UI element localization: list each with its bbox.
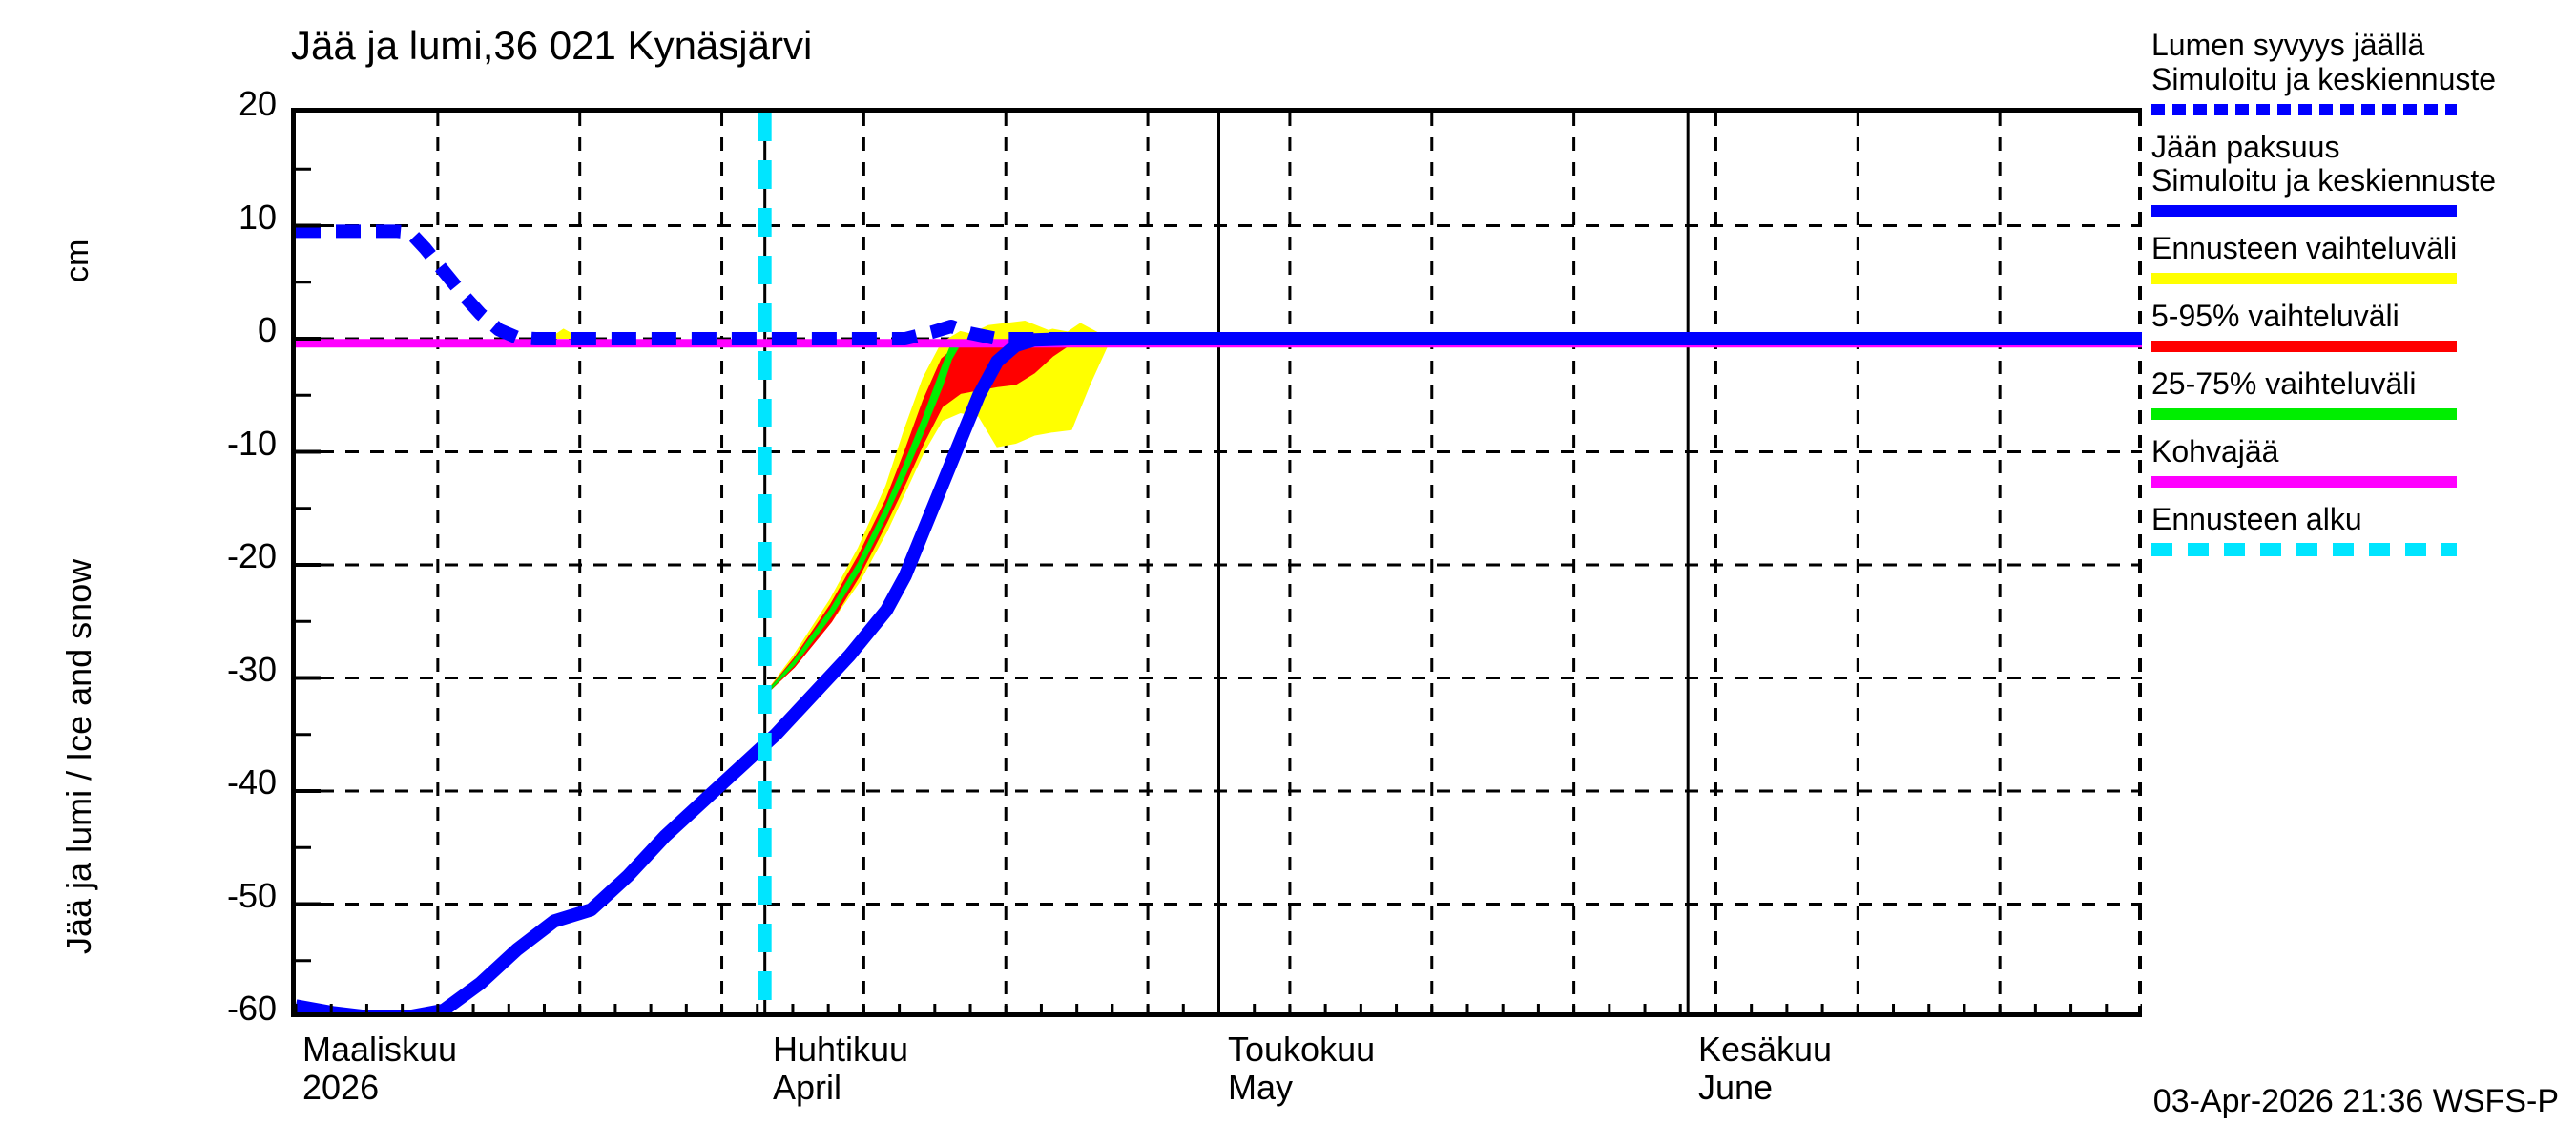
legend-item-swatch (2151, 273, 2457, 285)
legend: Lumen syvyys jäällä Simuloitu ja keskienn… (2151, 28, 2562, 572)
legend-item-title: 25-75% vaihteluväli (2151, 365, 2417, 401)
legend-item-title: Lumen syvyys jäällä (2151, 28, 2425, 62)
x-axis-tick-label-fi: Maaliskuu (302, 1030, 458, 1069)
y-axis-tick: -20 (226, 536, 277, 575)
y-axis-tick: -60 (226, 989, 277, 1028)
y-axis-tick: -30 (226, 649, 277, 689)
footer-timestamp: 03-Apr-2026 21:36 WSFS-P (2152, 1083, 2559, 1119)
x-axis-tick-label-en: April (772, 1068, 841, 1108)
x-axis-tick-label-fi: Kesäkuu (1697, 1030, 1833, 1069)
legend-item-subtitle: Simuloitu ja keskiennuste (2151, 61, 2497, 96)
x-axis-tick: Huhtikuu April (773, 1030, 908, 1108)
legend-item: Ennusteen alku (2151, 501, 2562, 557)
legend-item-swatch (2151, 103, 2457, 115)
legend-item-swatch (2151, 340, 2457, 352)
x-axis-tick-label-fi: Huhtikuu (772, 1030, 909, 1069)
x-axis-tick-label-en: May (1228, 1068, 1294, 1108)
plot-area (291, 108, 2142, 1017)
plot-inner (296, 113, 2142, 1012)
chart-svg (296, 113, 2142, 1012)
y-axis-tick: -40 (226, 762, 277, 802)
y-axis-tick: 20 (238, 84, 277, 123)
legend-item: Kohvajää (2151, 433, 2562, 488)
y-axis-tick: -50 (226, 875, 277, 915)
y-axis-tick: -10 (226, 423, 277, 463)
legend-item-title: Kohvajää (2151, 433, 2279, 468)
legend-item-title: 5-95% vaihteluväli (2151, 299, 2399, 334)
legend-item: 25-75% vaihteluväli (2151, 365, 2562, 420)
y-axis-unit: cm (59, 239, 95, 282)
x-axis-tick-label-en: June (1697, 1068, 1774, 1108)
snow-depth-line (296, 224, 2142, 345)
legend-item-swatch (2151, 475, 2457, 488)
y-axis-label: Jää ja lumi / Ice and snow (59, 558, 98, 954)
x-axis-tick: Kesäkuu June (1698, 1030, 1832, 1108)
y-axis-tick-labels: 20 10 0 -10 -20 -30 -40 -50 -60 (124, 0, 277, 1145)
legend-item-subtitle: Simuloitu ja keskiennuste (2151, 163, 2497, 198)
legend-item: 5-95% vaihteluväli (2151, 299, 2562, 352)
legend-item-swatch (2151, 205, 2457, 218)
legend-item: Ennusteen vaihteluväli (2151, 231, 2562, 285)
legend-item-title: Ennusteen alku (2151, 501, 2362, 536)
x-axis-tick-label-en: 2026 (302, 1068, 380, 1108)
legend-item-swatch (2151, 407, 2457, 420)
x-axis-tick: Toukokuu May (1228, 1030, 1375, 1108)
x-axis-tick: Maaliskuu 2026 (302, 1030, 457, 1108)
y-axis-tick: 0 (257, 310, 277, 349)
legend-item: Lumen syvyys jäällä Simuloitu ja keskienn… (2151, 28, 2562, 115)
legend-item: Jään paksuus Simuloitu ja keskiennuste (2151, 129, 2562, 218)
page-title: Jää ja lumi,36 021 Kynäsjärvi (291, 23, 813, 68)
y-axis-tick: 10 (238, 197, 277, 237)
x-axis-tick-label-fi: Toukokuu (1228, 1030, 1376, 1069)
legend-item-swatch (2151, 543, 2457, 557)
legend-item-title: Ennusteen vaihteluväli (2151, 231, 2458, 266)
legend-item-title: Jään paksuus (2151, 129, 2340, 164)
